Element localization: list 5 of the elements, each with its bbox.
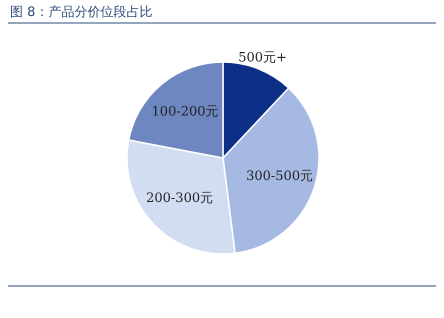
- slice-label: 300-500元: [246, 168, 314, 184]
- slice-label: 100-200元: [152, 104, 219, 120]
- slice-label: 200-300元: [146, 191, 214, 206]
- slice-label: 500元+: [238, 50, 287, 66]
- chart-title: 图 8：产品分价位段占比: [10, 5, 152, 20]
